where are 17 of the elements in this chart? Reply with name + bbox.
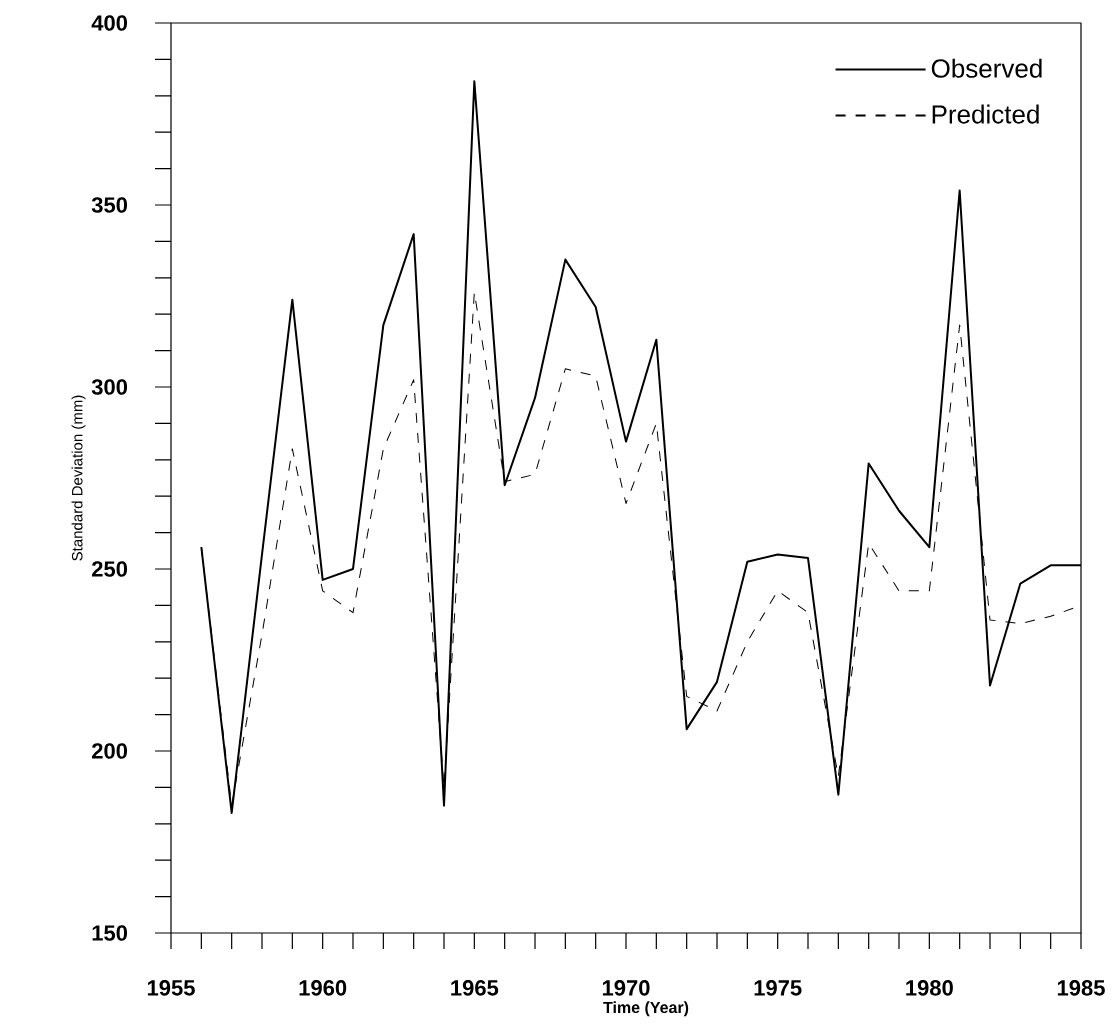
x-tick-label: 1960 <box>299 980 347 996</box>
x-tick-label: 1980 <box>906 980 953 996</box>
y-tick-label: 400 <box>91 15 128 31</box>
x-tick-label: 1975 <box>754 980 802 996</box>
x-tick-label: 1955 <box>147 980 195 996</box>
y-tick-label: 300 <box>91 379 128 395</box>
y-tick-label: 200 <box>91 743 128 759</box>
y-axis-title: Standard Deviation (mm) <box>71 395 86 561</box>
y-tick-label: 350 <box>91 197 128 213</box>
x-axis-title: Time (Year) <box>603 1001 689 1017</box>
legend-label: Predicted <box>932 104 1039 124</box>
legend-label: Observed <box>931 58 1042 78</box>
x-tick-label: 1985 <box>1057 980 1105 996</box>
y-tick-label: 150 <box>92 925 128 941</box>
y-tick-label: 250 <box>91 561 128 577</box>
x-tick-label: 1965 <box>451 980 499 996</box>
x-tick-label: 1970 <box>602 980 650 996</box>
